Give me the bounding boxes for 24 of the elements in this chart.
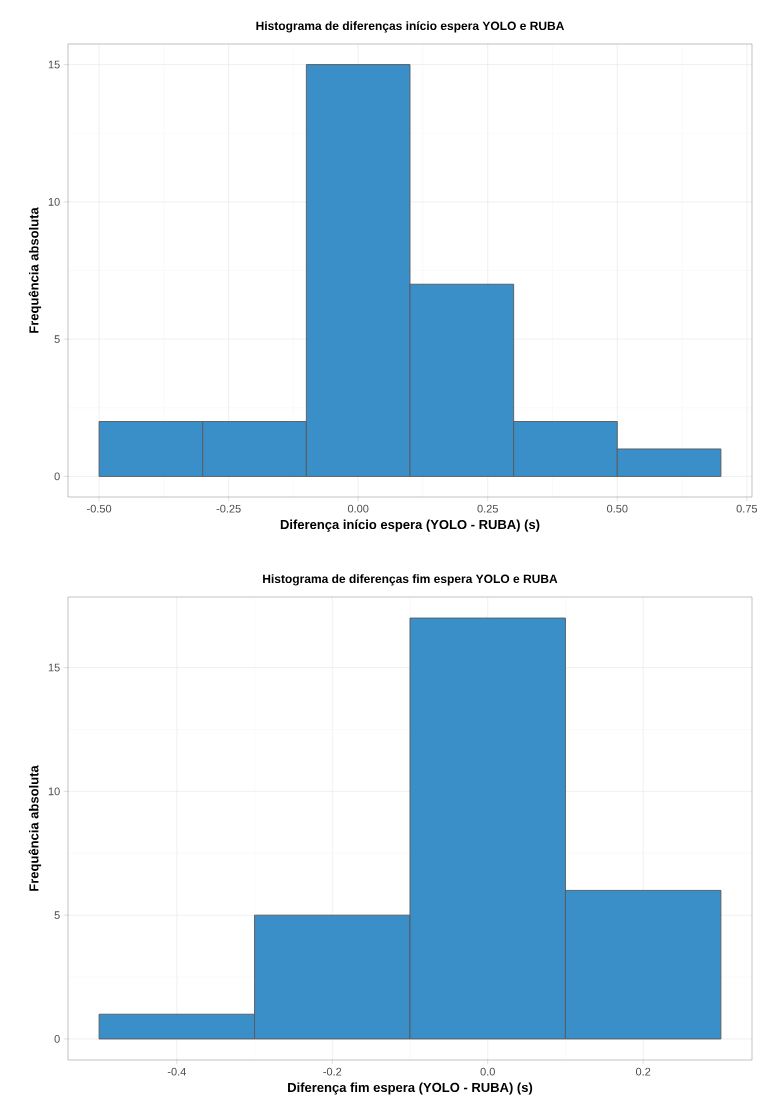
x-tick-label: 0.0 xyxy=(480,1067,495,1076)
x-tick-label: 0.00 xyxy=(347,504,369,513)
x-tick-label: 0.75 xyxy=(736,504,758,513)
y-axis-title: Frequência absoluta xyxy=(28,765,42,891)
y-tick-label: 5 xyxy=(54,335,60,343)
x-tick-label: 0.2 xyxy=(635,1067,651,1076)
x-tick-label: -0.2 xyxy=(323,1067,342,1076)
y-tick-label: 15 xyxy=(48,663,60,672)
x-axis-title: Diferença fim espera (YOLO - RUBA) (s) xyxy=(288,1082,533,1095)
y-tick-label: 5 xyxy=(54,911,60,920)
y-tick-label: 0 xyxy=(54,1035,60,1043)
y-tick-label: 10 xyxy=(48,787,60,796)
x-tick-label: -0.50 xyxy=(87,504,112,513)
chart-title: Histograma de diferenças fim espera YOLO e RUBA xyxy=(263,574,558,586)
y-tick-label: 0 xyxy=(54,472,60,481)
x-tick-label: 0.50 xyxy=(607,504,628,513)
x-axis-title: Diferença início espera (YOLO - RUBA) (s) xyxy=(280,519,540,532)
x-tick-label: 0.25 xyxy=(477,504,498,513)
y-axis-title: Frequência absoluta xyxy=(28,207,42,333)
x-tick-label: -0.4 xyxy=(167,1067,186,1076)
chart-title: Histograma de diferenças início espera YOLO e RUBA xyxy=(256,21,565,33)
y-tick-label: 10 xyxy=(48,197,60,206)
y-tick-label: 15 xyxy=(48,60,60,69)
x-tick-label: -0.25 xyxy=(216,504,241,513)
